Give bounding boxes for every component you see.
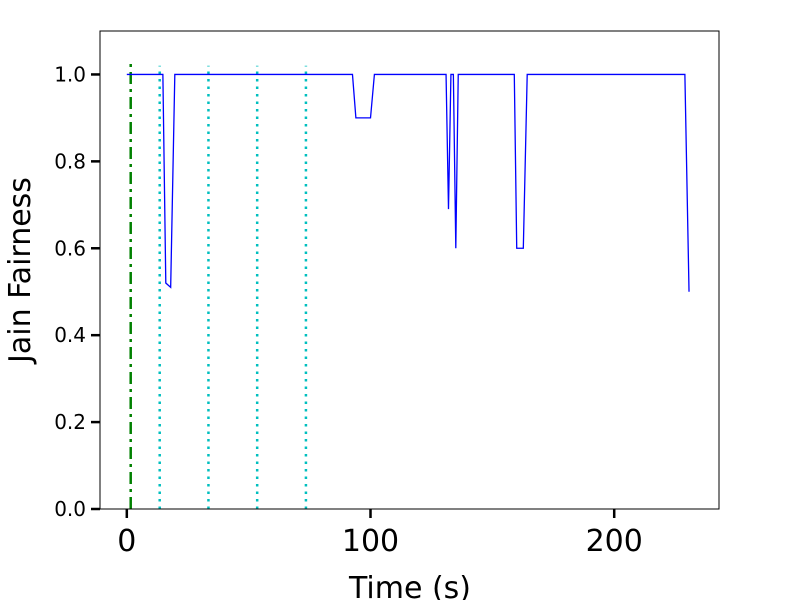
- y-tick-label: 0.2: [54, 410, 86, 434]
- y-axis-label: Jain Fairness: [3, 177, 38, 365]
- y-tick-label: 1.0: [54, 62, 86, 86]
- data-line: [126, 73, 690, 292]
- x-tick-label: 100: [342, 524, 399, 559]
- y-tick-label: 0.0: [54, 497, 86, 521]
- plot-frame: [99, 30, 720, 510]
- x-axis-label: Time (s): [348, 571, 471, 600]
- y-tick-label: 0.8: [54, 149, 86, 173]
- x-tick-label: 0: [117, 524, 136, 559]
- y-tick-label: 0.4: [54, 323, 86, 347]
- y-tick-label: 0.6: [54, 236, 86, 260]
- x-tick-label: 200: [586, 524, 643, 559]
